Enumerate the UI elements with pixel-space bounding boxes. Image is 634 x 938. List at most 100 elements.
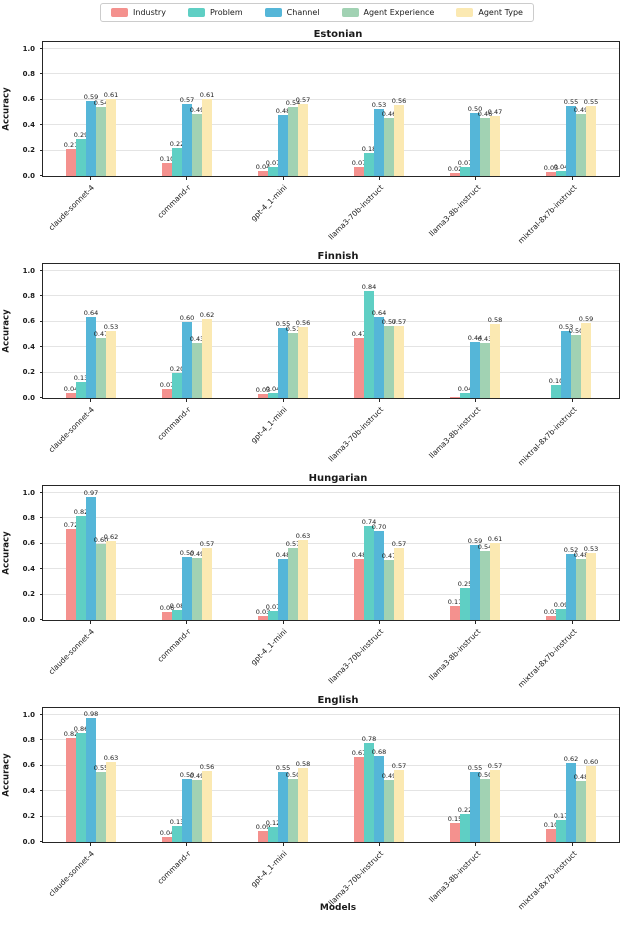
x-tick-group: mixtral-8x7b-instruct [516, 399, 620, 467]
y-axis-label: Accuracy [0, 485, 14, 621]
bar-problem: 0.10 [549, 377, 563, 398]
bar-value-label: 0.04 [255, 162, 271, 171]
bar-industry: 0.03 [544, 608, 558, 620]
x-tick-group: claude-sonnet-4 [42, 621, 138, 685]
gridline [43, 815, 619, 817]
x-tick-label: mixtral-8x7b-instruct [515, 849, 579, 912]
bar-group-claude-sonnet-4: 0.72 0.82 0.97 0.60 0.62 [43, 486, 139, 620]
y-axis-label: Accuracy [0, 41, 14, 177]
y-tick-label: 0.8 [22, 513, 35, 522]
y-tick-label: 0.0 [22, 837, 35, 846]
y-tick-label: 0.8 [22, 735, 35, 744]
bar-agent-type: 0.63 [296, 532, 310, 620]
bar-value-label: 0.49 [189, 105, 205, 114]
y-tick-mark [40, 790, 43, 792]
y-axis-ticks: 0.0 0.2 0.4 0.6 0.8 1.0 [13, 708, 43, 846]
bar-agent-experience: 0.49 [190, 550, 204, 620]
bar-value-label: 0.17 [553, 812, 569, 821]
bar-value-label: 0.29 [73, 131, 89, 140]
x-tick-mark [186, 399, 188, 402]
bar-value-label: 0.04 [63, 384, 79, 393]
x-tick-label: llama3-70b-instruct [327, 849, 386, 908]
plot-area: 0.0 0.2 0.4 0.6 0.8 1.0 0.21 0.29 0.59 0.54 0.61 0.… [23, 41, 620, 180]
subplot-title: Finnish [317, 251, 359, 262]
bars-layer: 0.72 0.82 0.97 0.60 0.62 0.06 0.08 0.50 0.49 0.57… [43, 486, 619, 620]
gridline [43, 48, 619, 49]
bar-group-gpt-4_1-mini: 0.09 0.12 0.55 0.50 0.58 [235, 708, 331, 842]
bar-value-label: 0.09 [553, 600, 569, 609]
bar-group-llama3-70b-instruct: 0.47 0.84 0.64 0.57 0.57 [331, 264, 427, 398]
subplot-finnish: Finnish Accuracy 0.0 0.2 0.4 0.6 0.8 1.0 0.04 0.1… [0, 250, 634, 467]
bar-channel: 0.50 [180, 771, 194, 842]
plot-area: 0.0 0.2 0.4 0.6 0.8 1.0 0.82 0.86 0.98 0.55 0.63 0.… [23, 707, 620, 846]
x-tick-label: llama3-8b-instruct [426, 627, 482, 683]
bar-value-label: 0.43 [477, 335, 493, 344]
x-tick-mark [379, 843, 381, 846]
bar-value-label: 0.08 [169, 601, 185, 610]
gridline [43, 593, 619, 595]
bar-industry: 0.04 [160, 829, 174, 842]
bar-agent-experience: 0.57 [286, 540, 300, 620]
x-tick-mark [571, 621, 573, 624]
gridline [43, 346, 619, 348]
bar-channel: 0.50 [468, 105, 482, 176]
bar-value-label: 0.55 [275, 320, 291, 329]
y-tick-label: 1.0 [22, 44, 35, 53]
bar-agent-type: 0.55 [584, 98, 598, 176]
bar-value-label: 0.61 [199, 90, 215, 99]
x-tick-mark [475, 399, 477, 402]
bar-value-label: 0.10 [159, 155, 175, 164]
subplot-hungarian: Hungarian Accuracy 0.0 0.2 0.4 0.6 0.8 1.0 0.72 0… [0, 472, 634, 689]
bar-agent-type: 0.61 [200, 91, 214, 176]
bar-agent-type: 0.56 [200, 763, 214, 842]
gridline [43, 149, 619, 151]
legend-item-agent-experience: Agent Experience [341, 8, 434, 17]
x-tick-label: mixtral-8x7b-instruct [515, 405, 579, 468]
bar-group-claude-sonnet-4: 0.82 0.86 0.98 0.55 0.63 [43, 708, 139, 842]
x-axis-title: Models [319, 903, 357, 913]
bar-value-label: 0.47 [381, 552, 397, 561]
bar-value-label: 0.46 [381, 109, 397, 118]
y-tick-mark [40, 320, 43, 322]
bar-value-label: 0.10 [543, 821, 559, 830]
gridline [43, 371, 619, 373]
bar-value-label: 0.06 [159, 604, 175, 613]
bar-industry: 0.09 [256, 823, 270, 842]
bar-industry: 0.10 [160, 155, 174, 176]
bar-agent-type: 0.53 [104, 323, 118, 398]
bar-value-label: 0.70 [371, 523, 387, 532]
bar-problem: 0.86 [74, 725, 88, 842]
bar-group-llama3-8b-instruct: 0.11 0.25 0.59 0.54 0.61 [427, 486, 523, 620]
subplot-title: Estonian [313, 29, 363, 40]
bar-agent-experience: 0.49 [190, 106, 204, 176]
bar-agent-type: 0.57 [296, 96, 310, 176]
bar-agent-type: 0.57 [392, 318, 406, 398]
y-tick-label: 0.6 [22, 317, 35, 326]
bar-value-label: 0.07 [351, 159, 367, 168]
bar-group-gpt-4_1-mini: 0.03 0.07 0.48 0.57 0.63 [235, 486, 331, 620]
gridline [43, 739, 619, 741]
bar-channel: 0.97 [84, 489, 98, 620]
bar-value-label: 0.54 [285, 99, 301, 108]
bar-agent-experience: 0.50 [478, 771, 492, 842]
y-axis-ticks: 0.0 0.2 0.4 0.6 0.8 1.0 [13, 264, 43, 402]
bar-problem: 0.12 [266, 819, 280, 842]
bar-value-label: 0.60 [93, 535, 109, 544]
bar-agent-experience: 0.54 [478, 543, 492, 620]
x-tick-group: command-r [138, 843, 234, 907]
plot-row: Accuracy 0.0 0.2 0.4 0.6 0.8 1.0 0.82 0.86 0.98 0.… [0, 707, 634, 846]
bar-group-mixtral-8x7b-instruct: 0.10 0.17 0.62 0.48 0.60 [523, 708, 619, 842]
y-tick-mark [40, 98, 43, 100]
y-tick-label: 1.0 [22, 488, 35, 497]
x-tick-label: claude-sonnet-4 [47, 183, 97, 233]
y-tick-label: 0.6 [22, 539, 35, 548]
y-axis-ticks: 0.0 0.2 0.4 0.6 0.8 1.0 [13, 42, 43, 180]
bar-value-label: 0.47 [487, 108, 503, 117]
y-tick-label: 0.8 [22, 69, 35, 78]
y-tick-label: 0.0 [22, 393, 35, 402]
gridline [43, 98, 619, 100]
y-tick-mark [40, 517, 43, 519]
subplot-english: English Accuracy 0.0 0.2 0.4 0.6 0.8 1.0 0.82 0.8… [0, 694, 634, 913]
x-tick-group: claude-sonnet-4 [42, 177, 138, 241]
x-tick-mark [282, 843, 284, 846]
